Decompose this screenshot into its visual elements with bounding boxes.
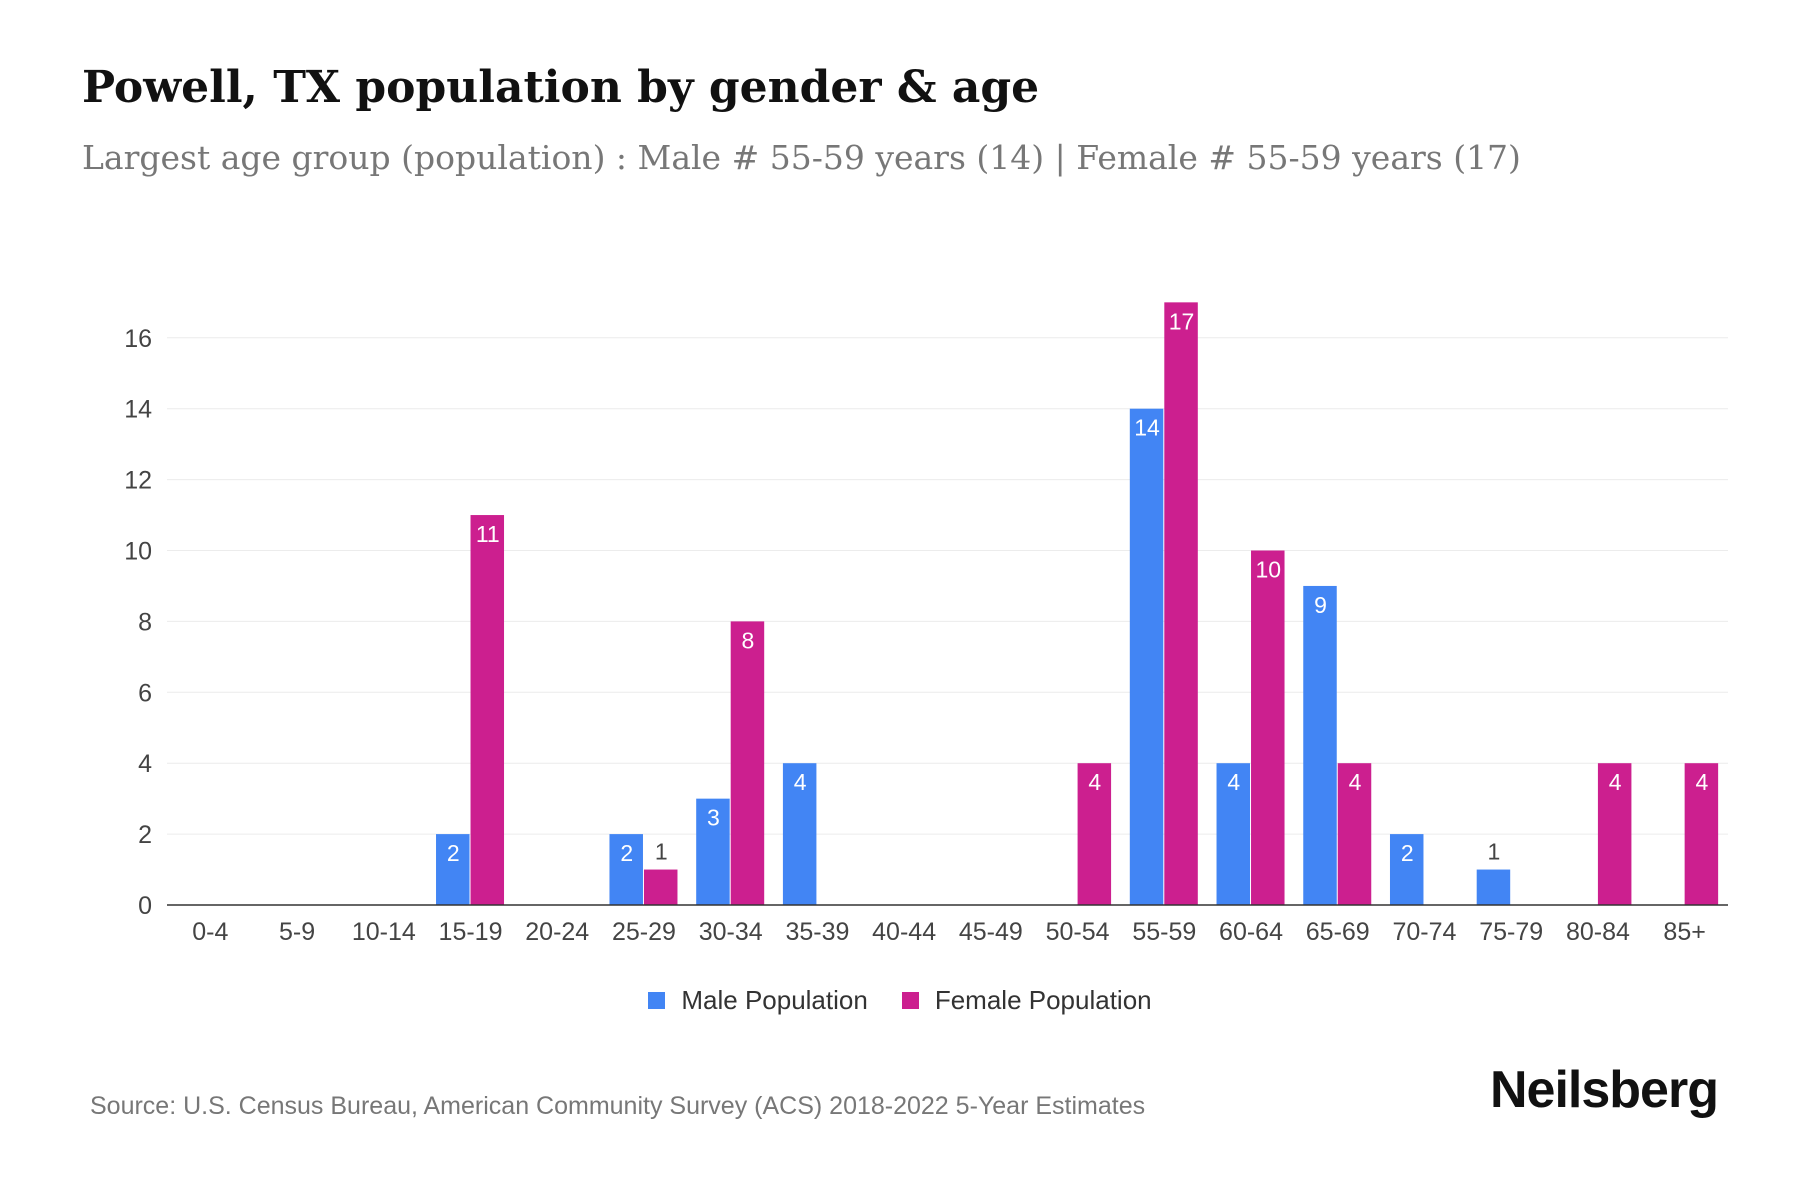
data-label: 4 — [1088, 769, 1101, 795]
male-bar — [696, 798, 730, 905]
x-tick-label: 45-49 — [959, 918, 1023, 946]
y-tick-label: 12 — [124, 467, 152, 495]
legend: Male Population Female Population — [0, 985, 1800, 1016]
data-label: 14 — [1134, 415, 1160, 441]
x-tick-label: 50-54 — [1046, 918, 1110, 946]
data-label: 2 — [620, 840, 633, 866]
neilsberg-logo: Neilsberg — [1490, 1061, 1719, 1119]
data-label: 9 — [1314, 592, 1327, 618]
y-tick-label: 4 — [138, 750, 152, 778]
data-label: 17 — [1169, 308, 1195, 334]
data-label: 4 — [794, 769, 807, 795]
data-label: 4 — [1695, 769, 1708, 795]
x-tick-label: 25-29 — [612, 918, 676, 946]
male-bar — [1303, 585, 1337, 905]
x-tick-label: 60-64 — [1219, 918, 1283, 946]
data-label: 10 — [1255, 557, 1281, 583]
female-bar — [730, 621, 765, 905]
x-tick-label: 70-74 — [1392, 918, 1456, 946]
male-bar — [609, 834, 643, 905]
female-bar — [1077, 763, 1112, 905]
x-tick-label: 80-84 — [1566, 918, 1630, 946]
legend-item-female: Female Population — [901, 985, 1152, 1016]
male-bar — [1476, 869, 1511, 905]
female-bar — [1597, 763, 1632, 905]
legend-swatch-female — [901, 992, 919, 1009]
x-tick-label: 20-24 — [525, 918, 589, 946]
female-bar — [1684, 763, 1719, 905]
male-bar — [782, 763, 817, 905]
x-tick-label: 30-34 — [699, 918, 763, 946]
data-label: 8 — [742, 627, 755, 653]
data-label: 2 — [447, 840, 460, 866]
x-tick-label: 75-79 — [1479, 918, 1543, 946]
data-label: 4 — [1349, 769, 1362, 795]
female-bar — [1251, 550, 1285, 905]
x-tick-label: 85+ — [1663, 918, 1705, 946]
female-bar — [470, 515, 505, 905]
y-tick-label: 6 — [138, 679, 152, 707]
male-bar — [1216, 763, 1251, 905]
legend-label-female: Female Population — [934, 985, 1152, 1015]
female-bar — [1337, 763, 1372, 905]
y-tick-label: 0 — [138, 892, 152, 920]
legend-item-male: Male Population — [648, 985, 868, 1016]
y-tick-label: 16 — [124, 325, 152, 353]
y-tick-label: 14 — [124, 396, 152, 424]
data-label: 11 — [476, 521, 500, 547]
x-tick-label: 0-4 — [192, 918, 228, 946]
source-note: Source: U.S. Census Bureau, American Com… — [90, 1092, 1146, 1120]
data-label: 4 — [1227, 769, 1240, 795]
x-tick-label: 55-59 — [1132, 918, 1196, 946]
y-tick-label: 8 — [138, 608, 152, 636]
data-label: 1 — [655, 839, 668, 865]
x-tick-label: 40-44 — [872, 918, 936, 946]
data-label: 1 — [1488, 839, 1501, 865]
legend-label-male: Male Population — [681, 985, 868, 1015]
data-label: 3 — [707, 805, 720, 831]
y-tick-label: 2 — [138, 821, 152, 849]
x-tick-label: 65-69 — [1306, 918, 1370, 946]
x-tick-label: 10-14 — [352, 918, 416, 946]
legend-swatch-male — [648, 992, 666, 1009]
chart-title: Powell, TX population by gender & age — [82, 62, 1040, 113]
data-label: 4 — [1609, 769, 1622, 795]
x-tick-label: 35-39 — [785, 918, 849, 946]
male-bar — [436, 834, 470, 905]
male-bar — [1129, 408, 1164, 905]
x-tick-label: 5-9 — [279, 918, 315, 946]
chart-subtitle: Largest age group (population) : Male # … — [82, 138, 1521, 177]
data-label: 2 — [1401, 840, 1414, 866]
y-tick-label: 10 — [124, 538, 152, 566]
x-tick-label: 15-19 — [439, 918, 503, 946]
female-bar — [1164, 302, 1198, 906]
female-bar — [643, 869, 678, 905]
male-bar — [1389, 834, 1424, 905]
